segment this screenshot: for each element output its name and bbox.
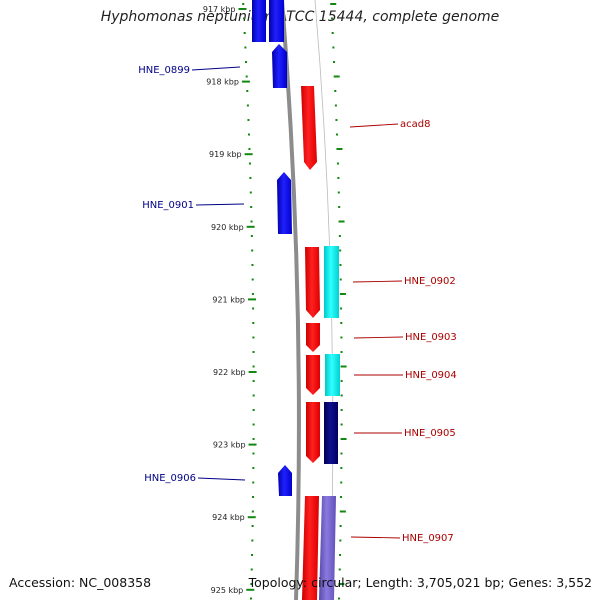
cds-feature-cyan-2 [325, 354, 340, 396]
gene-feature-0898 [252, 0, 266, 42]
cds-feature-violet [319, 496, 336, 600]
cds-feature-cyan-1 [324, 246, 339, 318]
tick-label: 925 kbp [211, 586, 244, 595]
gene-feature-HNE_0901 [277, 172, 292, 234]
tick-label: 922 kbp [213, 368, 246, 377]
gene-feature-HNE_0905 [306, 402, 320, 463]
tick-label: 917 kbp [203, 5, 236, 14]
accession-label: Accession: NC_008358 [9, 575, 152, 590]
gene-feature-0898b [269, 0, 284, 42]
minor-ticks-left [242, 3, 255, 600]
topology-label: Topology: circular; Length: 3,705,021 bp… [248, 575, 592, 590]
gene-label-HNE_0903: HNE_0903 [405, 332, 457, 343]
tick-label: 920 kbp [211, 223, 244, 232]
gene-label-HNE_0907: HNE_0907 [402, 533, 454, 544]
gene-feature-HNE_0906 [278, 465, 292, 496]
gene-label-HNE_0899: HNE_0899 [138, 65, 190, 76]
gene-label-HNE_0902: HNE_0902 [404, 276, 456, 287]
gene-feature-acad8 [301, 86, 317, 170]
tick-label: 924 kbp [212, 513, 245, 522]
gene-label-HNE_0906: HNE_0906 [144, 473, 196, 484]
tick-label: 921 kbp [212, 295, 245, 304]
tick-label: 918 kbp [206, 78, 239, 87]
gene-labels-right: acad8 HNE_0902 HNE_0903 HNE_0904 HNE_090… [349, 119, 457, 544]
feature-tracks [252, 0, 340, 600]
gene-feature-HNE_0899 [272, 44, 287, 88]
gene-label-HNE_0901: HNE_0901 [142, 200, 194, 211]
gene-label-acad8: acad8 [400, 119, 430, 130]
gene-label-HNE_0904: HNE_0904 [405, 370, 457, 381]
minor-ticks-right [330, 3, 347, 600]
cds-feature-navy [324, 402, 338, 464]
gene-feature-HNE_0907 [302, 496, 319, 600]
map-title: Hyphomonas neptunium ATCC 15444, complet… [100, 9, 500, 25]
major-ticks: 917 kbp 918 kbp 919 kbp 920 kbp 921 kbp 922 k… [203, 5, 257, 595]
gene-labels-left: HNE_0899 HNE_0901 HNE_0906 [138, 65, 246, 484]
tick-label: 919 kbp [209, 150, 242, 159]
gene-feature-HNE_0902 [305, 247, 320, 318]
tick-label: 923 kbp [213, 441, 246, 450]
gene-label-HNE_0905: HNE_0905 [404, 428, 456, 439]
gene-feature-HNE_0904 [306, 355, 320, 395]
genome-backbone [280, 0, 301, 600]
gene-feature-HNE_0903 [306, 323, 320, 352]
